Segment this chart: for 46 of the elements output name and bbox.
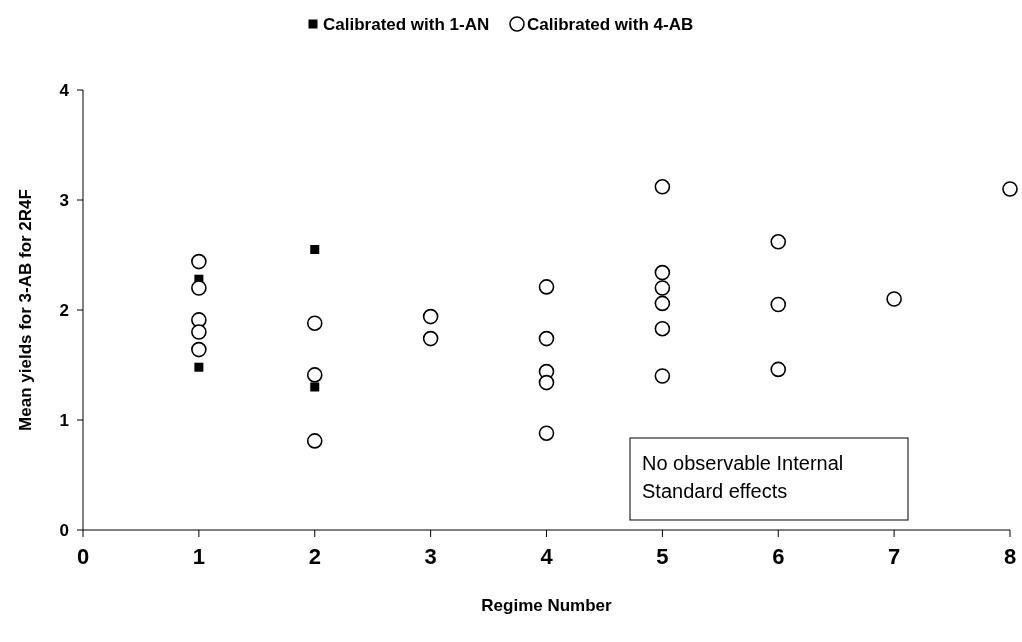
x-axis-title: Regime Number — [481, 596, 613, 615]
point — [191, 341, 207, 358]
point — [306, 315, 323, 331]
point — [191, 253, 207, 270]
point — [770, 361, 787, 378]
y-tick-label: 0 — [59, 521, 69, 540]
x-tick-label: 7 — [888, 544, 901, 569]
x-tick-label: 3 — [424, 544, 437, 569]
y-tick-label: 2 — [59, 301, 69, 320]
point — [654, 295, 671, 312]
point — [194, 362, 204, 372]
point — [1002, 181, 1018, 197]
x-tick-label: 4 — [540, 544, 554, 569]
point — [191, 280, 207, 296]
y-tick-label: 4 — [59, 81, 70, 100]
point — [191, 324, 207, 340]
point — [538, 330, 555, 347]
x-tick-label: 0 — [76, 544, 90, 569]
point — [310, 245, 320, 254]
point — [886, 291, 902, 307]
point — [422, 330, 439, 347]
y-tick-label: 3 — [59, 191, 69, 210]
point — [770, 234, 787, 250]
x-tick-label: 8 — [1003, 544, 1017, 569]
x-tick-label: 1 — [192, 544, 205, 569]
x-tick-label: 5 — [656, 544, 669, 569]
x-tick-label: 6 — [772, 544, 785, 569]
point — [770, 296, 787, 313]
point — [310, 382, 320, 392]
point — [538, 374, 555, 391]
point — [306, 367, 323, 383]
point — [654, 179, 671, 195]
point — [654, 320, 671, 337]
point — [538, 425, 555, 441]
y-tick-label: 1 — [59, 411, 69, 430]
point — [654, 280, 671, 296]
x-tick-label: 2 — [308, 544, 321, 569]
annotation: No observable Internal Standard effects — [642, 452, 844, 502]
point — [538, 279, 555, 295]
point — [654, 264, 671, 281]
legend-label: Calibrated with 1-AN — [323, 15, 490, 34]
point — [654, 368, 671, 384]
legend-label: Calibrated with 4-AB — [527, 15, 694, 34]
point — [422, 308, 439, 325]
point — [306, 433, 323, 449]
y-axis-title: Mean yields for 3-AB for 2R4F — [16, 189, 35, 431]
